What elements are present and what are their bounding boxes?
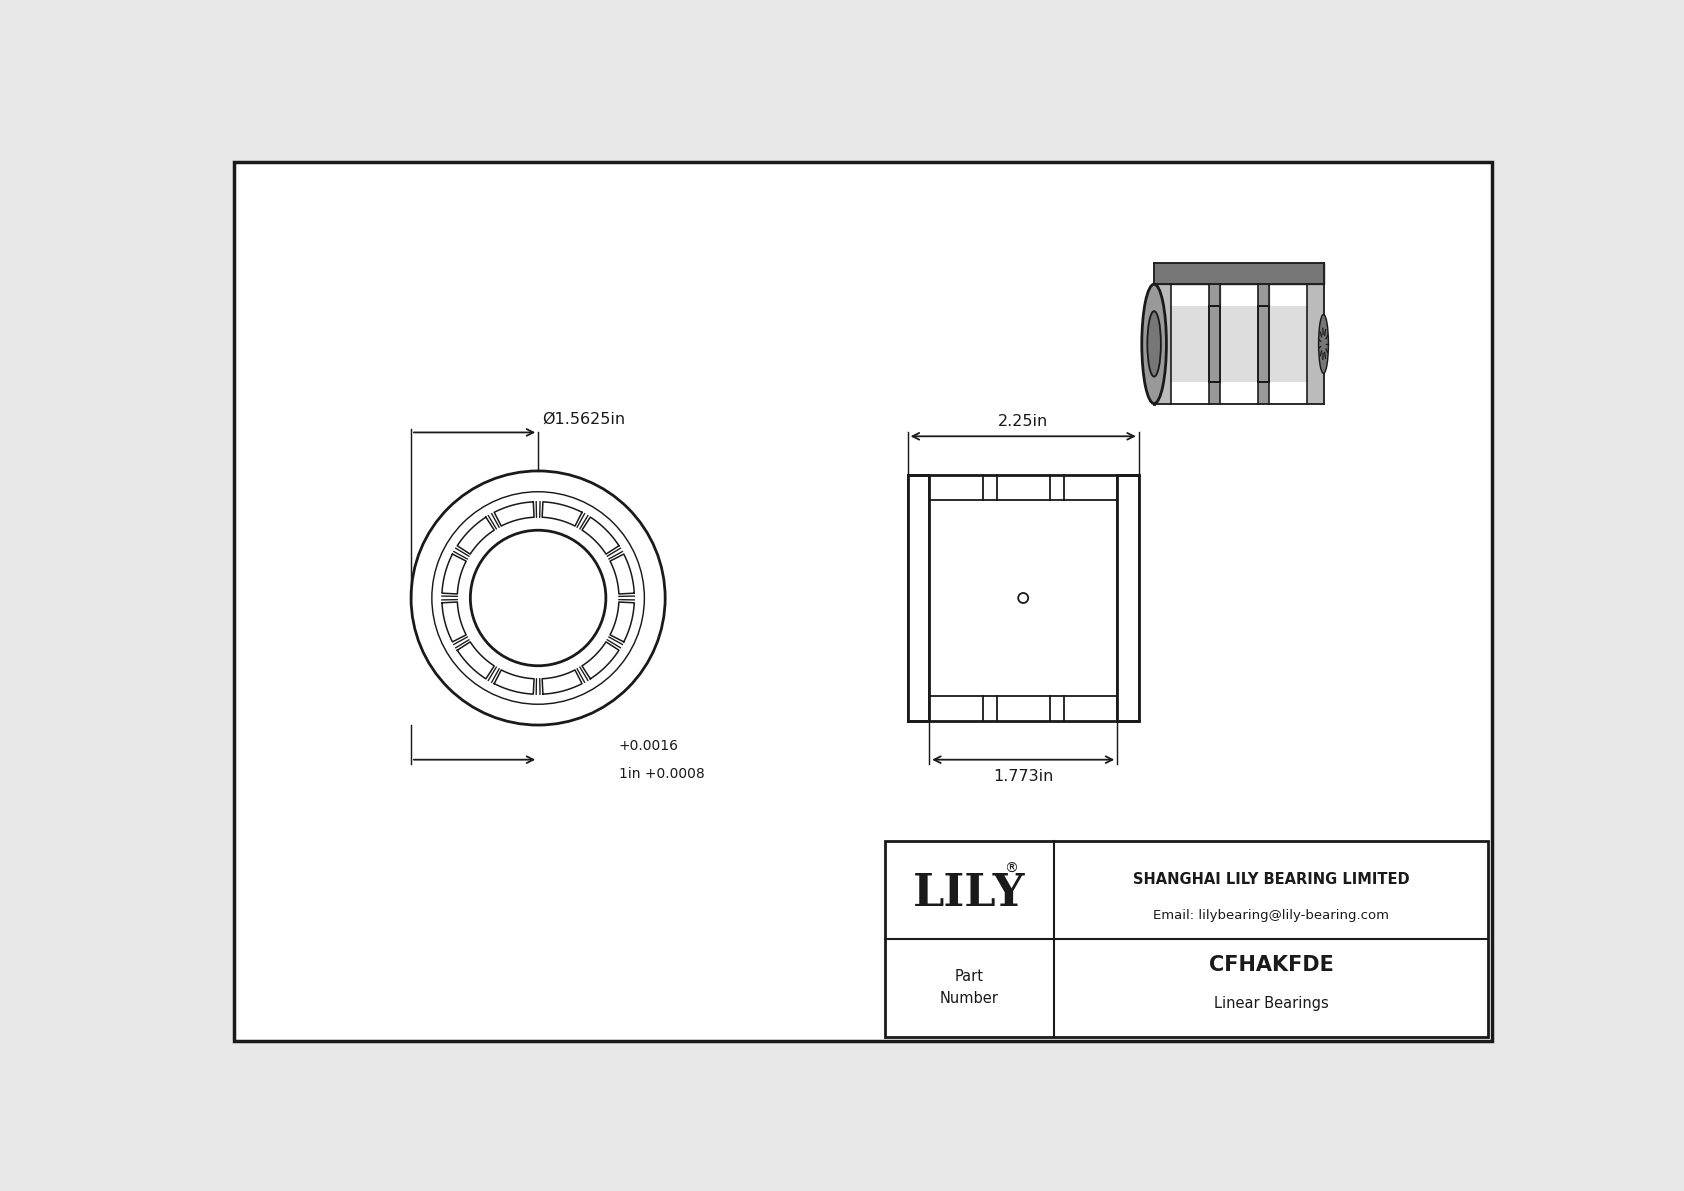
Text: Linear Bearings: Linear Bearings <box>1214 996 1329 1011</box>
Bar <box>1268 306 1307 382</box>
Ellipse shape <box>1142 285 1167 404</box>
Bar <box>1307 285 1324 404</box>
Text: ®: ® <box>1005 862 1019 877</box>
Text: Ø1.5625in: Ø1.5625in <box>542 411 625 426</box>
Text: 1in +0.0008: 1in +0.0008 <box>618 767 704 780</box>
Bar <box>884 841 1489 1037</box>
Bar <box>1170 306 1209 382</box>
Bar <box>1219 306 1258 382</box>
Bar <box>1258 285 1268 404</box>
Polygon shape <box>1154 263 1324 285</box>
Text: Email: lilybearing@lily-bearing.com: Email: lilybearing@lily-bearing.com <box>1154 909 1389 922</box>
Text: Part
Number: Part Number <box>940 969 999 1006</box>
Bar <box>1116 475 1138 722</box>
Text: CFHAKFDE: CFHAKFDE <box>1209 955 1334 975</box>
Text: LILY: LILY <box>913 872 1026 915</box>
Polygon shape <box>1258 269 1268 272</box>
Text: 2.25in: 2.25in <box>999 413 1049 429</box>
Polygon shape <box>1154 263 1324 285</box>
Text: 1.773in: 1.773in <box>994 769 1054 784</box>
Polygon shape <box>1209 285 1219 306</box>
Ellipse shape <box>1147 311 1160 376</box>
Ellipse shape <box>1319 314 1329 373</box>
Polygon shape <box>1258 285 1268 306</box>
Bar <box>1154 285 1170 404</box>
Text: +0.0016: +0.0016 <box>618 738 679 753</box>
Bar <box>908 475 930 722</box>
Bar <box>1209 285 1219 404</box>
Text: SHANGHAI LILY BEARING LIMITED: SHANGHAI LILY BEARING LIMITED <box>1133 872 1410 887</box>
Polygon shape <box>1209 276 1219 278</box>
